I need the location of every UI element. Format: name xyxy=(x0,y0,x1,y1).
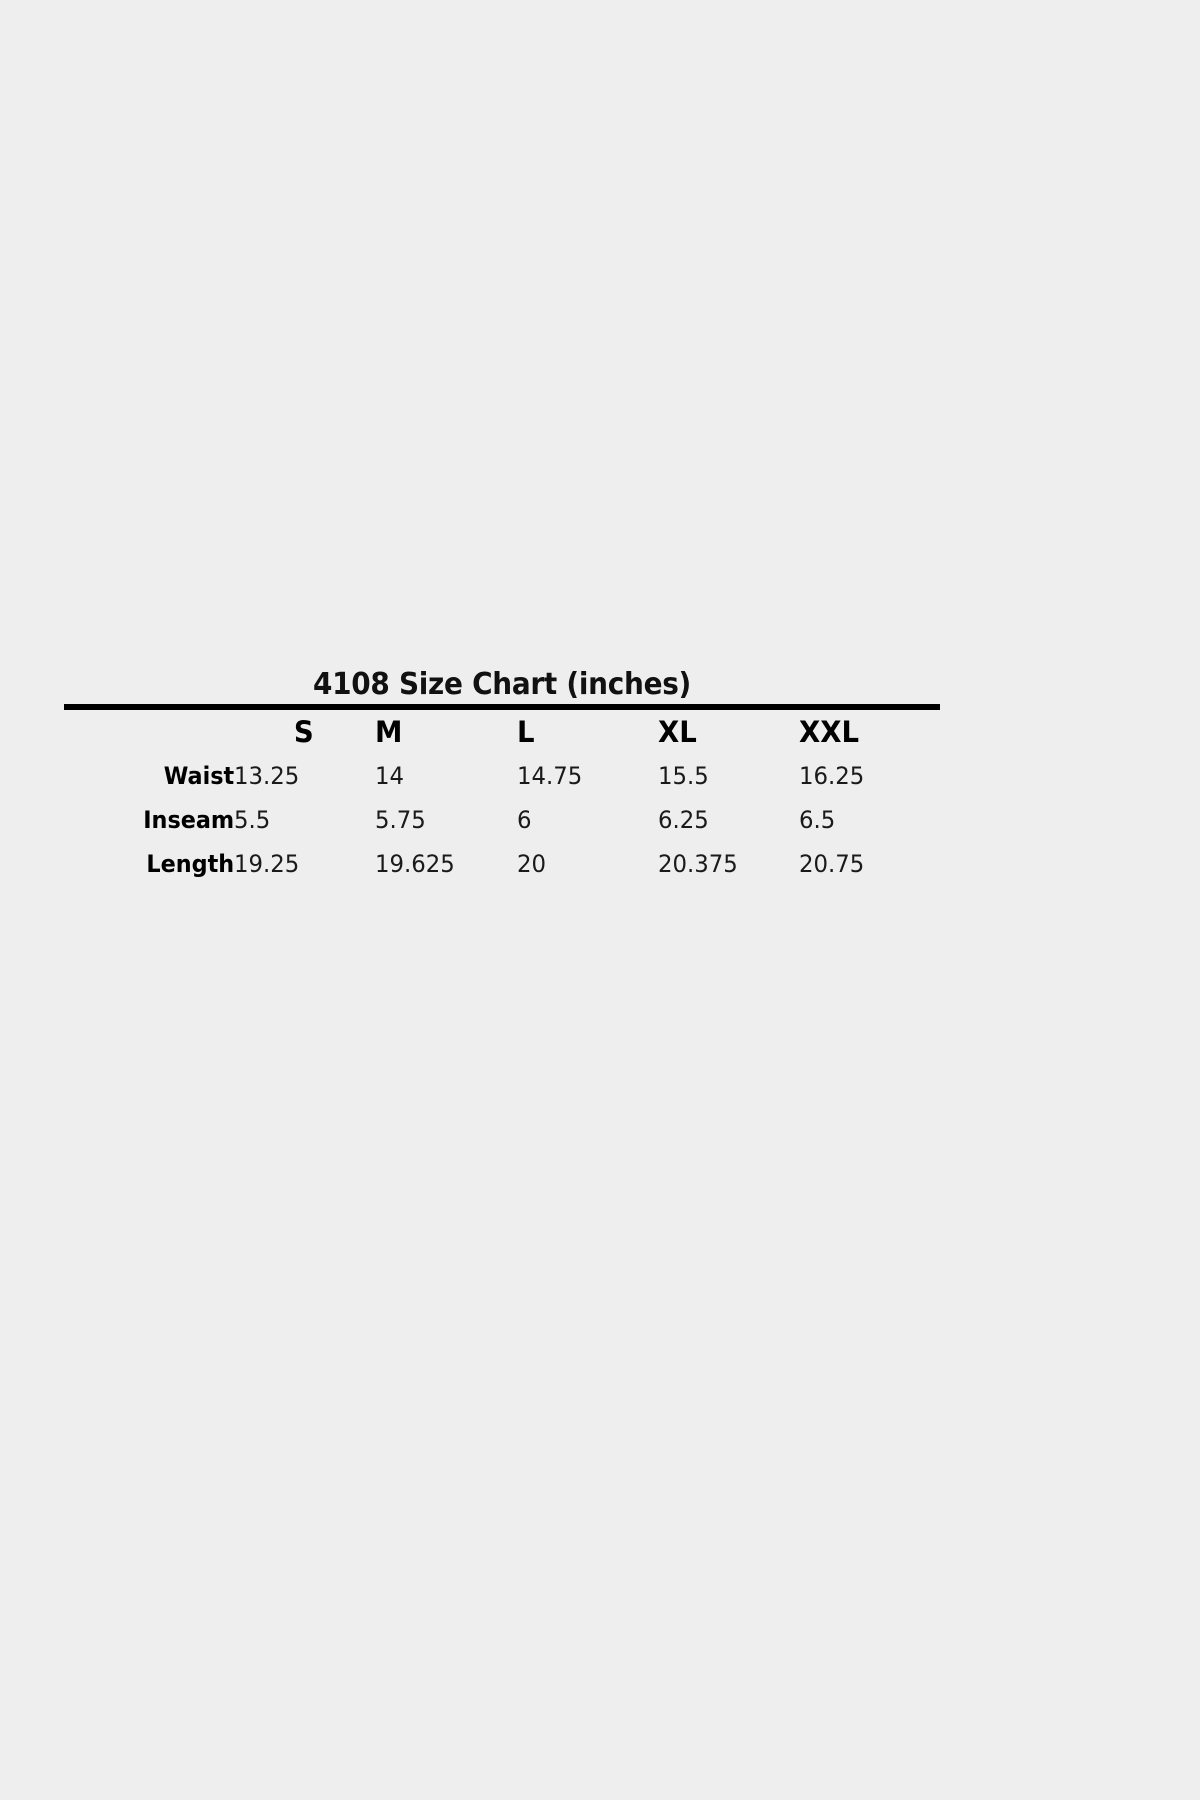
cell-waist-m: 14 xyxy=(375,762,405,790)
size-header-row: S M L XL XXL xyxy=(64,710,940,754)
cell-length-xl: 20.375 xyxy=(657,850,738,878)
table-row: Length 19.25 19.625 20 20.375 20.75 xyxy=(64,842,940,886)
row-label-inseam: Inseam xyxy=(143,806,235,834)
table-corner-cell xyxy=(64,710,234,754)
row-label-length: Length xyxy=(146,850,235,878)
size-chart-block: 4108 Size Chart (inches) S M L XL XXL Wa… xyxy=(64,668,940,886)
cell-waist-l: 14.75 xyxy=(516,762,582,790)
cell-waist-xl: 15.5 xyxy=(657,762,709,790)
table-row: Waist 13.25 14 14.75 15.5 16.25 xyxy=(64,754,940,798)
column-header-l: L xyxy=(516,715,535,749)
column-header-xl: XL xyxy=(657,715,697,749)
cell-inseam-l: 6 xyxy=(516,806,532,834)
row-label-waist: Waist xyxy=(163,762,235,790)
cell-length-s: 19.25 xyxy=(234,850,300,878)
column-header-s: S xyxy=(294,715,314,749)
cell-inseam-xxl: 6.5 xyxy=(798,806,836,834)
cell-inseam-xl: 6.25 xyxy=(657,806,709,834)
size-table-body: Waist 13.25 14 14.75 15.5 16.25 Inseam 5… xyxy=(64,754,940,886)
chart-title: 4108 Size Chart (inches) xyxy=(312,667,692,702)
cell-length-xxl: 20.75 xyxy=(798,850,865,878)
table-row: Inseam 5.5 5.75 6 6.25 6.5 xyxy=(64,798,940,842)
column-header-m: M xyxy=(375,715,403,749)
cell-length-l: 20 xyxy=(516,850,546,878)
cell-length-m: 19.625 xyxy=(375,850,456,878)
title-divider xyxy=(64,704,940,710)
cell-waist-xxl: 16.25 xyxy=(798,762,865,790)
cell-inseam-s: 5.5 xyxy=(234,806,271,834)
size-chart-table: S M L XL XXL Waist 13.25 14 14.75 15.5 1… xyxy=(64,710,940,886)
column-header-xxl: XXL xyxy=(798,715,859,749)
cell-inseam-m: 5.75 xyxy=(375,806,427,834)
cell-waist-s: 13.25 xyxy=(234,762,300,790)
size-table-head: S M L XL XXL xyxy=(64,710,940,754)
